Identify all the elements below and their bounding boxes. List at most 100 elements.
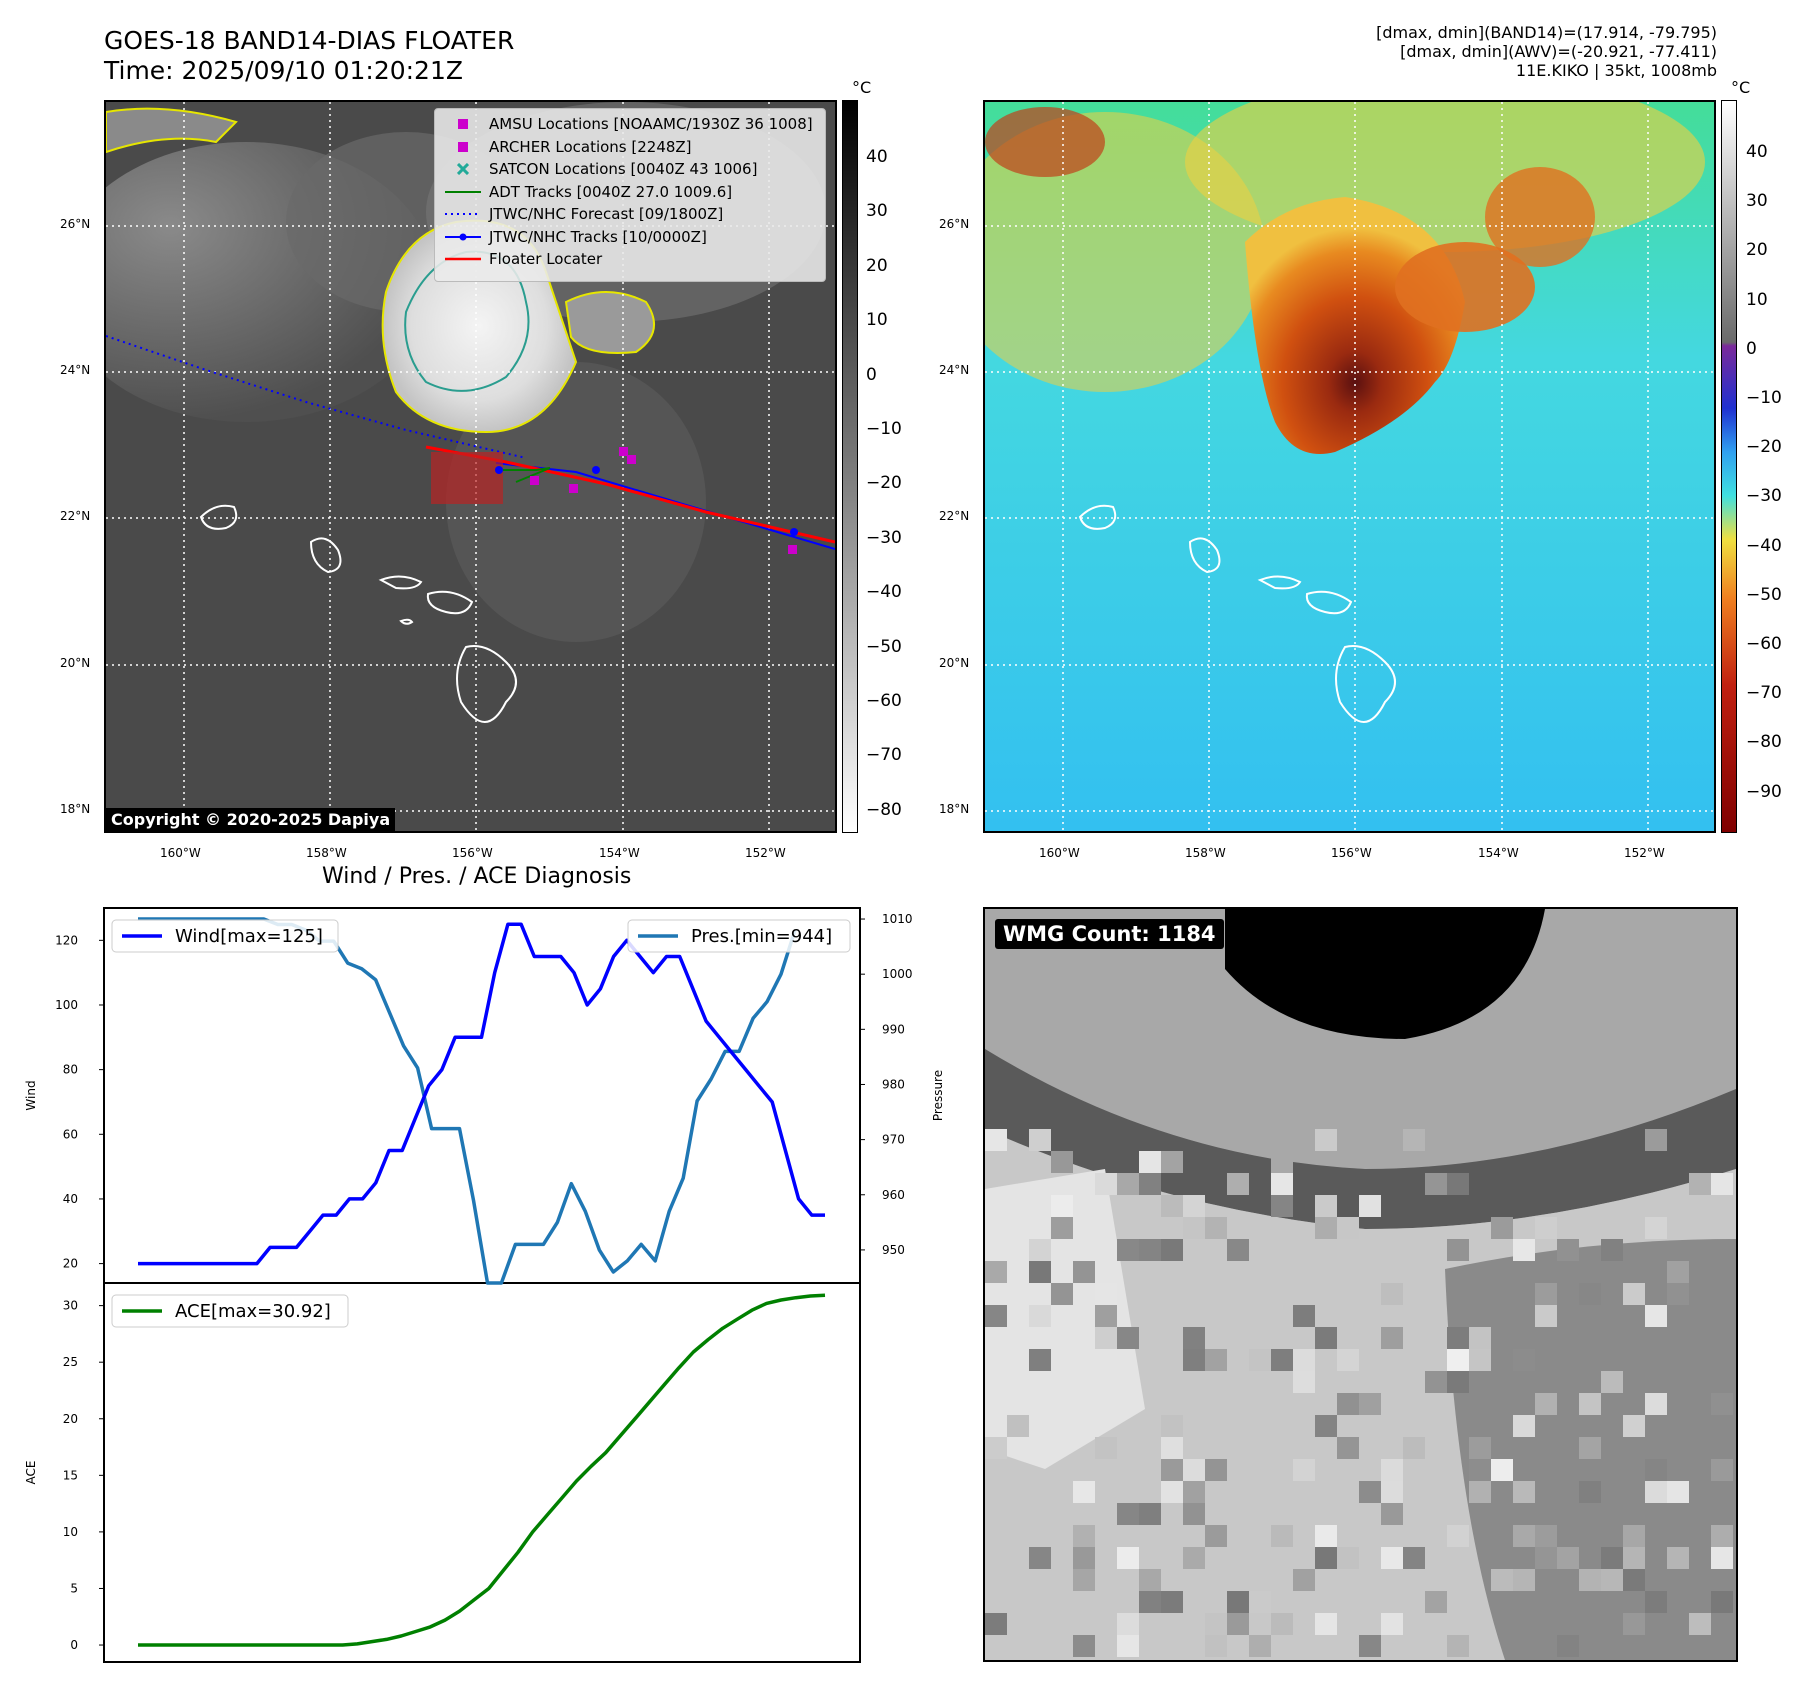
wind-series-line [138, 922, 825, 1266]
wmg-pixel [1513, 1481, 1535, 1503]
wmg-pixel [1601, 1569, 1623, 1591]
line-marker-icon [443, 189, 483, 195]
wmg-pixel [1711, 1393, 1733, 1415]
wmg-pixel [1315, 1195, 1337, 1217]
wv-colorbar-tick-label: −30 [1746, 486, 1782, 507]
wmg-pixel [1513, 1569, 1535, 1591]
square-marker-icon [443, 141, 483, 152]
wv-colorbar-tick-label: −90 [1746, 781, 1782, 802]
lat-label: 18°N [939, 802, 970, 816]
wmg-pixel [1667, 1547, 1689, 1569]
wv-colorbar-tick-label: 0 [1746, 338, 1757, 359]
map-legend: AMSU Locations [NOAAMC/1930Z 36 1008] AR… [434, 108, 826, 282]
line-marker-icon [443, 256, 483, 262]
jtwc-point [790, 528, 798, 536]
wmg-pixel [1139, 1239, 1161, 1261]
wmg-pixel [1161, 1415, 1183, 1437]
wmg-pixel [1117, 1503, 1139, 1525]
lon-label: 158°W [306, 846, 347, 860]
legend-item-adt: ADT Tracks [0040Z 27.0 1009.6] [443, 181, 817, 204]
wind-tick-label: 120 [55, 933, 78, 947]
wmg-pixel [1205, 1459, 1227, 1481]
copyright-label: Copyright © 2020-2025 Dapiya [106, 808, 396, 831]
ace-tick-label: 20 [63, 1412, 78, 1426]
wind-legend-box [111, 919, 339, 953]
wmg-pixel [985, 1437, 1007, 1459]
wmg-pixel [1095, 1173, 1117, 1195]
legend-item-archer: ARCHER Locations [2248Z] [443, 136, 817, 159]
wmg-pixel [1447, 1173, 1469, 1195]
jtwc-point [495, 466, 503, 474]
wmg-pixel [1095, 1305, 1117, 1327]
wmg-pixel [1601, 1547, 1623, 1569]
ace-tick-label: 5 [70, 1581, 78, 1595]
wmg-region-top [985, 909, 1736, 1169]
wv-graticule [985, 102, 1714, 831]
ir-cloud-cell [564, 291, 655, 354]
ir-coastlines [199, 504, 517, 723]
wmg-pixel [1623, 1613, 1645, 1635]
wind-tick-label: 20 [63, 1257, 78, 1271]
lon-label: 154°W [1478, 846, 1519, 860]
wv-colorbar-tick-label: −80 [1746, 732, 1782, 753]
wmg-pixel [1623, 1283, 1645, 1305]
ace-tick-label: 10 [63, 1525, 78, 1539]
wv-colorbar [1721, 100, 1737, 833]
wmg-pixel [1645, 1459, 1667, 1481]
wmg-pixel [1073, 1525, 1095, 1547]
wmg-pixel [1623, 1525, 1645, 1547]
wmg-pixel [1403, 1129, 1425, 1151]
pressure-tick-label: 1010 [882, 912, 913, 926]
wmg-pixel [1667, 1283, 1689, 1305]
wmg-image [985, 909, 1736, 1660]
wmg-pixel [1381, 1459, 1403, 1481]
wmg-pixel [1447, 1635, 1469, 1657]
lon-label: 154°W [599, 846, 640, 860]
wmg-pixel [1095, 1327, 1117, 1349]
wind-tick-label: 80 [63, 1063, 78, 1077]
wmg-pixel [1447, 1371, 1469, 1393]
legend-item-satcon: SATCON Locations [0040Z 43 1006] [443, 158, 817, 181]
wmg-pixel [1337, 1393, 1359, 1415]
line-dot-marker-icon [443, 232, 483, 242]
wmg-pixel [1645, 1481, 1667, 1503]
ir-tracks [106, 335, 835, 554]
wmg-pixel [1315, 1129, 1337, 1151]
wmg-pixel [1183, 1217, 1205, 1239]
wv-colorbar-tick-label: 30 [1746, 191, 1768, 212]
wmg-pixel [1579, 1393, 1601, 1415]
wmg-pixel [1183, 1481, 1205, 1503]
pressure-tick-label: 980 [882, 1077, 905, 1091]
storm-info: [dmax, dmin](BAND14)=(17.914, -79.795) [… [1376, 23, 1717, 80]
title-satellite: GOES-18 BAND14-DIAS FLOATER [104, 26, 515, 55]
wmg-pixel [1337, 1217, 1359, 1239]
lon-label: 158°W [1185, 846, 1226, 860]
wmg-pixel [1293, 1305, 1315, 1327]
wmg-pixel [1161, 1591, 1183, 1613]
adt-track-line [496, 467, 551, 483]
wmg-pixel [985, 1305, 1007, 1327]
wmg-pixel [1007, 1415, 1029, 1437]
ir-colorbar-tick-label: 30 [866, 201, 888, 222]
wmg-pixel [1711, 1591, 1733, 1613]
jtwc-point [592, 466, 600, 474]
wv-map [985, 102, 1714, 831]
wmg-pixel [1491, 1217, 1513, 1239]
wmg-pixel [1623, 1569, 1645, 1591]
wmg-pixel [1447, 1525, 1469, 1547]
pressure-tick-label: 1000 [882, 967, 913, 981]
wmg-pixel [1293, 1371, 1315, 1393]
wind-tick-label: 60 [63, 1127, 78, 1141]
lon-label: 156°W [452, 846, 493, 860]
wv-colorbar-tick-label: 40 [1746, 142, 1768, 162]
wmg-pixel [1249, 1635, 1271, 1657]
wmg-pixel [1535, 1525, 1557, 1547]
pressure-tick-label: 970 [882, 1133, 905, 1147]
lon-label: 160°W [1039, 846, 1080, 860]
ir-map-panel: AMSU Locations [NOAAMC/1930Z 36 1008] AR… [104, 100, 837, 833]
wmg-pixel [1359, 1635, 1381, 1657]
ir-colorbar-tick-label: −40 [866, 582, 902, 603]
pressure-legend-label: Pres.[min=944] [691, 926, 832, 947]
wind-legend-label: Wind[max=125] [175, 926, 323, 947]
wmg-pixel [1315, 1217, 1337, 1239]
